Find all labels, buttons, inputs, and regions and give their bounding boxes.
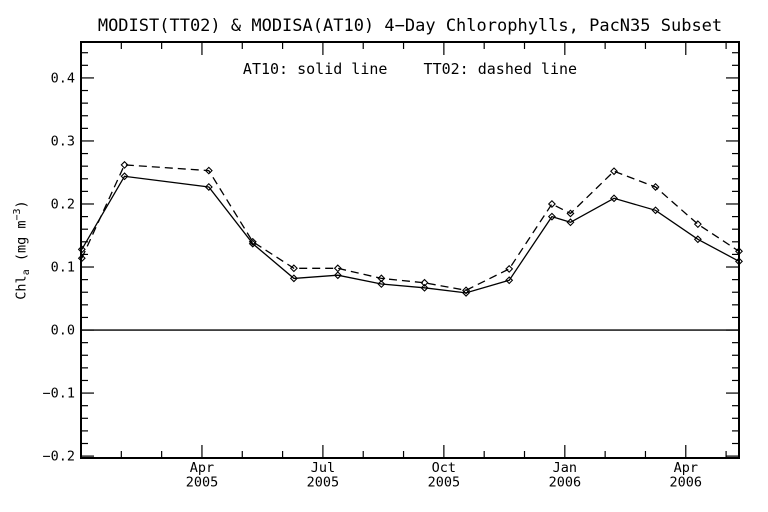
data-point-marker-tt02 xyxy=(505,264,514,273)
y-tick-label: 0.3 xyxy=(51,133,75,149)
data-point-marker-tt02 xyxy=(204,166,213,175)
y-tick-label: 0.0 xyxy=(51,323,75,339)
x-tick-label-month: Oct xyxy=(432,460,456,476)
x-tick-label-month: Apr xyxy=(674,460,698,476)
x-tick-label-year: 2005 xyxy=(307,475,340,491)
data-point-marker-tt02 xyxy=(289,264,298,273)
data-point-marker-tt02 xyxy=(566,209,575,218)
y-tick-label: 0.2 xyxy=(51,196,75,212)
data-point-marker-tt02 xyxy=(333,264,342,273)
series-line-at10 xyxy=(81,175,740,294)
x-tick-label-month: Jan xyxy=(553,460,577,476)
data-point-marker-tt02 xyxy=(462,286,471,295)
data-point-marker-tt02 xyxy=(420,278,429,287)
data-point-marker-tt02 xyxy=(547,200,556,208)
data-point-marker-at10 xyxy=(377,280,386,289)
data-point-marker-at10 xyxy=(420,283,429,292)
data-point-marker-at10 xyxy=(333,271,342,280)
data-point-marker-at10 xyxy=(693,235,702,244)
data-point-marker-at10 xyxy=(204,182,213,191)
y-tick-label: 0.4 xyxy=(51,70,75,86)
data-point-marker-tt02 xyxy=(377,274,386,283)
data-point-marker-tt02 xyxy=(651,182,660,191)
legend-annotation: AT10: solid line TT02: dashed line xyxy=(242,60,578,78)
data-point-marker-tt02 xyxy=(120,160,129,169)
data-point-marker-at10 xyxy=(566,218,575,227)
data-point-marker-at10 xyxy=(651,206,660,215)
x-tick-label-year: 2006 xyxy=(549,475,582,491)
data-point-marker-at10 xyxy=(547,212,556,221)
x-tick-label-year: 2006 xyxy=(670,475,703,491)
chart-title: MODIST(TT02) & MODISA(AT10) 4−Day Chloro… xyxy=(97,16,723,36)
y-tick-label: −0.2 xyxy=(42,449,75,465)
data-point-marker-tt02 xyxy=(248,237,257,246)
data-point-marker-at10 xyxy=(610,194,618,203)
plot-frame xyxy=(80,41,740,459)
series-line-tt02 xyxy=(81,164,740,291)
data-point-marker-tt02 xyxy=(610,167,618,176)
data-point-marker-at10 xyxy=(505,276,514,285)
data-point-marker-at10 xyxy=(289,274,298,283)
data-point-marker-tt02 xyxy=(693,220,702,229)
y-tick-label: −0.1 xyxy=(42,386,75,402)
x-tick-label-month: Apr xyxy=(190,460,214,476)
x-tick-label-year: 2005 xyxy=(186,475,219,491)
y-tick-label: 0.1 xyxy=(51,260,75,276)
x-tick-label-year: 2005 xyxy=(428,475,461,491)
data-point-marker-at10 xyxy=(120,172,129,181)
x-tick-label-month: Jul xyxy=(311,460,335,476)
